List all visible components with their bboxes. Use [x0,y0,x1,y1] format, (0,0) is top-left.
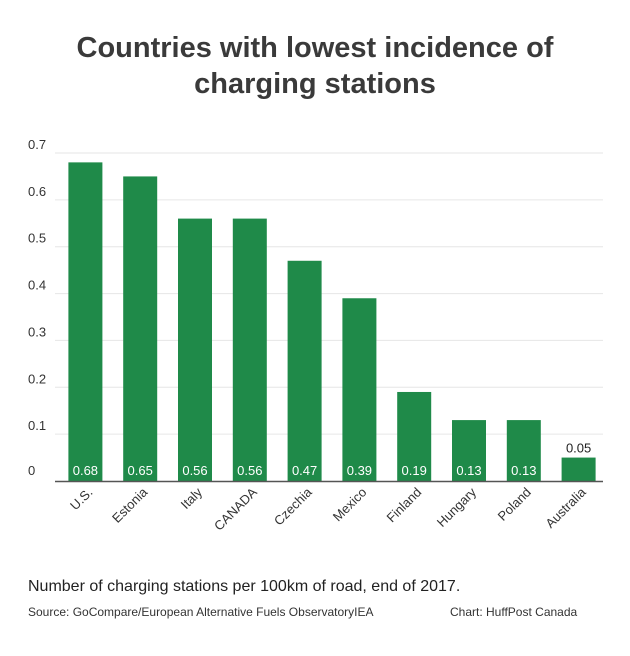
x-tick-label: Hungary [434,484,480,530]
data-label: 0.19 [402,463,427,478]
chart-credit: Chart: HuffPost Canada [450,605,578,619]
bar [287,260,322,481]
x-tick-label: Poland [495,485,534,524]
data-label: 0.56 [182,463,207,478]
x-tick-label: Estonia [109,484,151,526]
x-tick-label: Italy [178,484,206,512]
x-tick-label: Czechia [271,484,315,528]
bar [232,218,267,481]
y-tick-label: 0.4 [28,278,46,293]
y-tick-label: 0.7 [28,137,46,152]
x-tick-label: Finland [384,485,425,526]
x-tick-label: Mexico [330,485,370,525]
chart-source: Source: GoCompare/European Alternative F… [28,605,374,619]
data-label: 0.13 [511,463,536,478]
y-tick-label: 0.5 [28,231,46,246]
data-label: 0.47 [292,463,317,478]
chart-title-line-1: Countries with lowest incidence of [76,32,554,64]
bar-chart: 0 0.1 0.2 0.3 0.4 0.5 0.6 0.7 0.68 U.S. 0.65 Estoni… [28,137,603,533]
bar [342,298,377,481]
chart-title-line-2: charging stations [194,68,436,100]
bar [506,420,541,481]
bar [68,162,103,481]
bar [123,176,158,481]
bar [452,420,486,481]
data-label: 0.39 [347,463,372,478]
bar [397,391,432,481]
chart-title: Countries with lowest incidence of charg… [0,30,630,102]
data-label: 0.05 [566,441,591,456]
chart-note: Number of charging stations per 100km of… [28,578,461,595]
y-tick-label: 0.6 [28,184,46,199]
x-tick-label: Australia [542,484,589,531]
x-tick-label: CANADA [211,484,260,533]
data-label: 0.68 [73,463,98,478]
data-label: 0.56 [237,463,262,478]
bar [178,218,212,481]
y-tick-label: 0.2 [28,371,46,386]
y-tick-label: 0 [28,463,35,478]
x-tick-label: U.S. [67,485,95,513]
bar [561,457,596,481]
data-label: 0.65 [128,463,153,478]
y-tick-label: 0.3 [28,324,46,339]
y-tick-label: 0.1 [28,418,46,433]
data-label: 0.13 [456,463,481,478]
